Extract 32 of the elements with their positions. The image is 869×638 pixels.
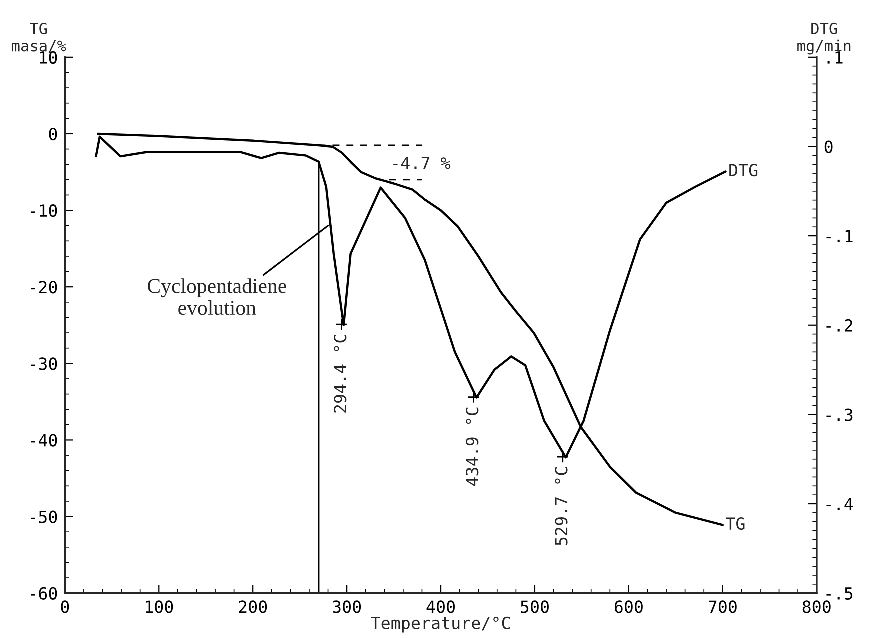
y2-tick-label: -.4 xyxy=(826,498,854,510)
annotation: 434.9 °C xyxy=(466,408,479,486)
y-tick-label: -10 xyxy=(31,204,58,218)
x-tick-label: 100 xyxy=(146,600,174,614)
x-tick-label: 400 xyxy=(426,600,455,614)
x-axis-title: Temperature/°C xyxy=(371,616,510,633)
series-label: DTG xyxy=(730,164,758,177)
y-tick-label: -60 xyxy=(31,587,58,600)
x-tick-label: 300 xyxy=(333,600,362,614)
annotation: -4.7 % xyxy=(394,157,451,170)
annotation: 529.7 °C xyxy=(555,468,568,546)
x-tick-label: 600 xyxy=(614,600,643,614)
x-tick-label: 800 xyxy=(802,600,831,614)
annotation: 294.4 °C xyxy=(334,335,347,413)
y2-tick-label: -.3 xyxy=(826,408,853,422)
y2-tick-label: -.2 xyxy=(826,319,852,332)
x-tick-label: 200 xyxy=(239,600,268,614)
y-tick-label: -30 xyxy=(31,358,58,370)
y-tick-label: -20 xyxy=(31,281,58,294)
x-tick-label: 500 xyxy=(521,600,549,614)
y-tick-label: -50 xyxy=(31,510,58,524)
x-tick-label: 0 xyxy=(61,600,70,614)
series-label: TG xyxy=(726,517,745,530)
y-tick-label: -40 xyxy=(31,434,58,447)
y-tick-label: 10 xyxy=(40,51,58,64)
x-tick-label: 700 xyxy=(708,600,737,614)
annotation: Cyclopentadiene evolution xyxy=(148,278,286,316)
y2-tick-label: -.1 xyxy=(826,230,853,242)
y-tick-label: 0 xyxy=(49,128,58,141)
y2-tick-label: 0 xyxy=(824,140,833,154)
y2-tick-label: -.5 xyxy=(826,588,853,600)
y-axis-title: TG masa/% xyxy=(12,23,66,53)
